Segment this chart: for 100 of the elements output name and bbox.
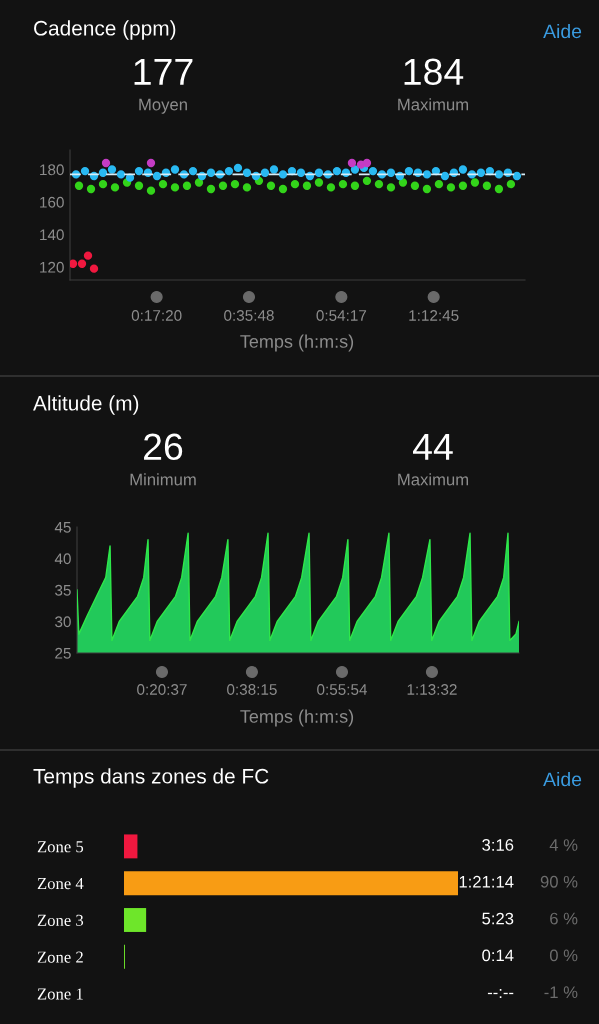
y-tick-label: 120 [40, 261, 64, 273]
point [350, 181, 360, 190]
y-tick-label: 160 [40, 196, 64, 208]
point [134, 166, 144, 176]
text: Aide [543, 23, 582, 39]
text: 177 [134, 58, 193, 85]
x-tick-label: 0:35:48 [224, 310, 274, 321]
text: Moyen [139, 98, 187, 114]
text: 184 [404, 58, 464, 86]
text: --:-- [487, 989, 514, 998]
point [182, 181, 192, 190]
point [350, 165, 360, 174]
point [494, 170, 504, 179]
point [266, 181, 276, 190]
x-tick-label: 0:20:37 [137, 684, 187, 695]
point [278, 184, 288, 194]
point [347, 158, 357, 168]
point [269, 165, 279, 174]
point [368, 166, 378, 176]
data-label: 3:16 [482, 839, 514, 851]
point [458, 181, 468, 190]
point [89, 264, 99, 273]
text: Maximum [398, 473, 469, 486]
data-label: 5:23 [482, 912, 514, 925]
text: 0 % [549, 949, 578, 962]
text: Minimum [130, 473, 196, 486]
data-label: 1:21:14 [459, 875, 514, 888]
chart-title: Altitude (m) [33, 395, 139, 415]
y-tick-label: 35 [55, 584, 71, 596]
point [146, 186, 156, 195]
point [218, 181, 228, 190]
point [332, 166, 342, 176]
text: -1 % [544, 986, 578, 999]
point [242, 183, 252, 192]
point [134, 181, 144, 190]
y-tick-label: Zone 3 [37, 914, 84, 926]
point [386, 183, 396, 192]
point [410, 181, 420, 190]
point [86, 184, 96, 194]
point [494, 184, 504, 194]
point [107, 165, 117, 174]
point [74, 181, 84, 190]
point [296, 168, 306, 177]
point [290, 179, 300, 189]
point [338, 179, 348, 189]
point [446, 183, 456, 192]
point [374, 179, 384, 189]
point [206, 168, 216, 177]
data-label: 0:14 [482, 949, 514, 962]
point [242, 168, 252, 177]
point [470, 178, 480, 187]
text: 44 [413, 433, 453, 460]
y-tick-label: Zone 2 [37, 951, 83, 963]
x-tick-label: 1:13:32 [407, 684, 457, 695]
point [506, 179, 516, 189]
point [314, 178, 324, 187]
point [260, 168, 270, 177]
y-tick-label: 25 [55, 647, 71, 659]
point [386, 168, 396, 177]
point [146, 158, 156, 168]
x-axis-title: Temps (h:m:s) [240, 709, 354, 727]
text: 26 [144, 433, 183, 461]
point [170, 183, 180, 192]
point [278, 170, 288, 179]
x-tick-label: 0:55:54 [317, 684, 368, 695]
text: 6 % [550, 912, 578, 925]
point [98, 179, 108, 189]
point [362, 176, 372, 186]
point [230, 179, 240, 189]
y-tick-label: 30 [55, 616, 71, 628]
point [314, 168, 324, 177]
text: 90 % [540, 875, 578, 888]
point [476, 168, 486, 177]
point [83, 251, 93, 260]
point [434, 179, 444, 189]
point [233, 163, 243, 173]
point [152, 171, 162, 181]
bar [124, 871, 458, 896]
point [77, 259, 87, 268]
point [458, 165, 468, 174]
text: Aide [543, 771, 582, 787]
chart-title: Temps dans zones de FC [33, 768, 269, 788]
y-tick-label: 40 [54, 553, 71, 565]
point [404, 166, 414, 176]
point [170, 165, 180, 174]
bar [124, 908, 147, 932]
chart-title: Cadence (ppm) [34, 20, 176, 40]
point [98, 168, 108, 177]
point [482, 181, 492, 190]
x-tick-label: 0:17:20 [131, 310, 182, 321]
point [302, 181, 312, 190]
point [422, 170, 432, 179]
x-axis-title: Temps (h:m:s) [240, 334, 354, 352]
y-tick-label: 45 [54, 522, 71, 533]
point [70, 259, 78, 268]
point [80, 166, 90, 176]
point [188, 166, 198, 176]
point [326, 183, 336, 192]
point [110, 183, 120, 192]
point [362, 158, 372, 168]
